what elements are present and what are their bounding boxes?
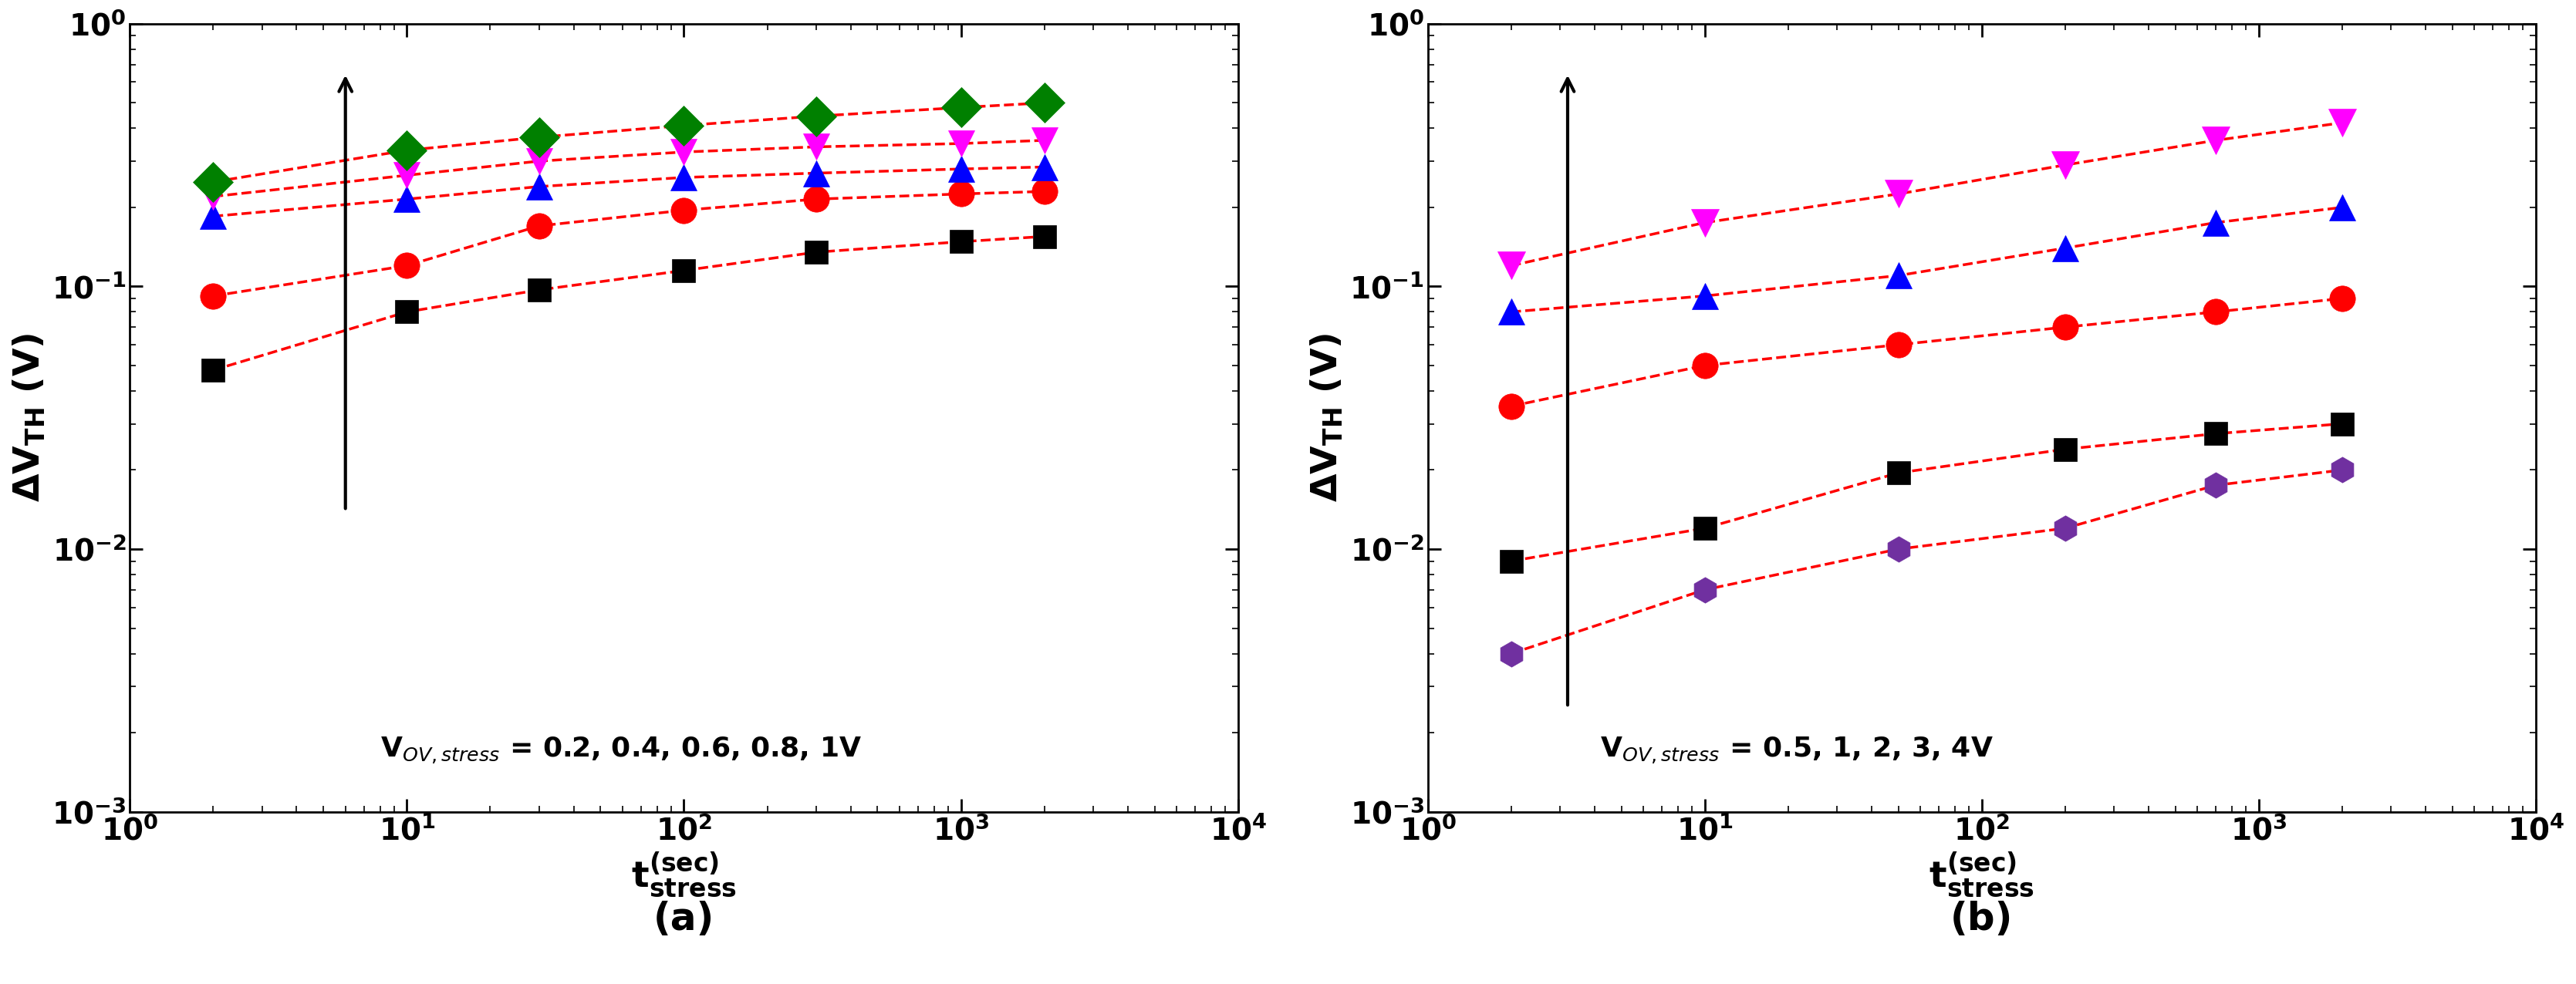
- Text: V$_{OV,stress}$ = 0.5, 1, 2, 3, 4V: V$_{OV,stress}$ = 0.5, 1, 2, 3, 4V: [1600, 735, 1994, 766]
- Title: (a): (a): [654, 900, 714, 938]
- Y-axis label: $\mathbf{\Delta V_{TH}}$ (V): $\mathbf{\Delta V_{TH}}$ (V): [10, 334, 46, 502]
- X-axis label: $\mathbf{t_{stress}^{(sec)}}$: $\mathbf{t_{stress}^{(sec)}}$: [1929, 850, 2035, 899]
- Y-axis label: $\mathbf{\Delta V_{TH}}$ (V): $\mathbf{\Delta V_{TH}}$ (V): [1309, 334, 1345, 502]
- Title: (b): (b): [1950, 900, 2014, 938]
- X-axis label: $\mathbf{t_{stress}^{(sec)}}$: $\mathbf{t_{stress}^{(sec)}}$: [631, 850, 737, 899]
- Text: V$_{OV,stress}$ = 0.2, 0.4, 0.6, 0.8, 1V: V$_{OV,stress}$ = 0.2, 0.4, 0.6, 0.8, 1V: [381, 735, 860, 766]
